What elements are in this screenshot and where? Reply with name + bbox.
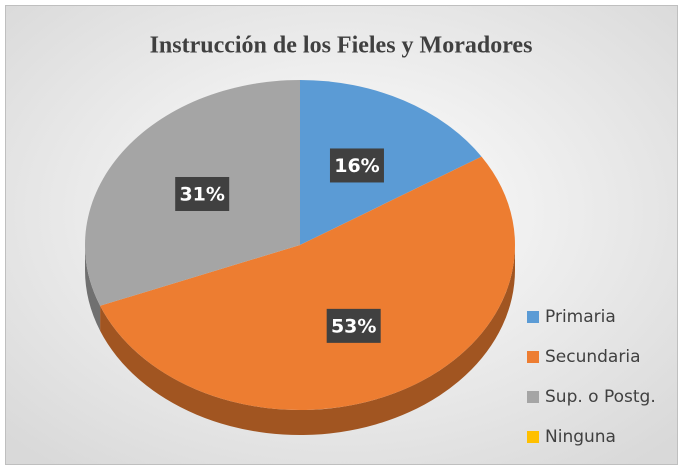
- legend-swatch: [527, 431, 539, 443]
- legend-swatch: [527, 391, 539, 403]
- legend-label: Secundaria: [545, 347, 640, 367]
- pie-side: [100, 245, 515, 435]
- data-label: 53%: [331, 315, 376, 337]
- chart-title: Instrucción de los Fieles y Moradores: [150, 33, 533, 59]
- data-label: 31%: [179, 183, 224, 205]
- pie-slice: [300, 80, 482, 245]
- pie-side: [85, 245, 101, 331]
- legend-label: Ninguna: [545, 427, 616, 447]
- data-label-box: [175, 176, 230, 211]
- legend-label: Primaria: [545, 307, 616, 327]
- data-label-box: [326, 308, 381, 343]
- pie-slice: [100, 156, 516, 411]
- legend-label: Sup. o Postg.: [545, 387, 656, 407]
- legend-swatch: [527, 311, 539, 323]
- data-label-box: [329, 148, 384, 183]
- legend-swatch: [527, 351, 539, 363]
- data-label: 16%: [334, 155, 379, 177]
